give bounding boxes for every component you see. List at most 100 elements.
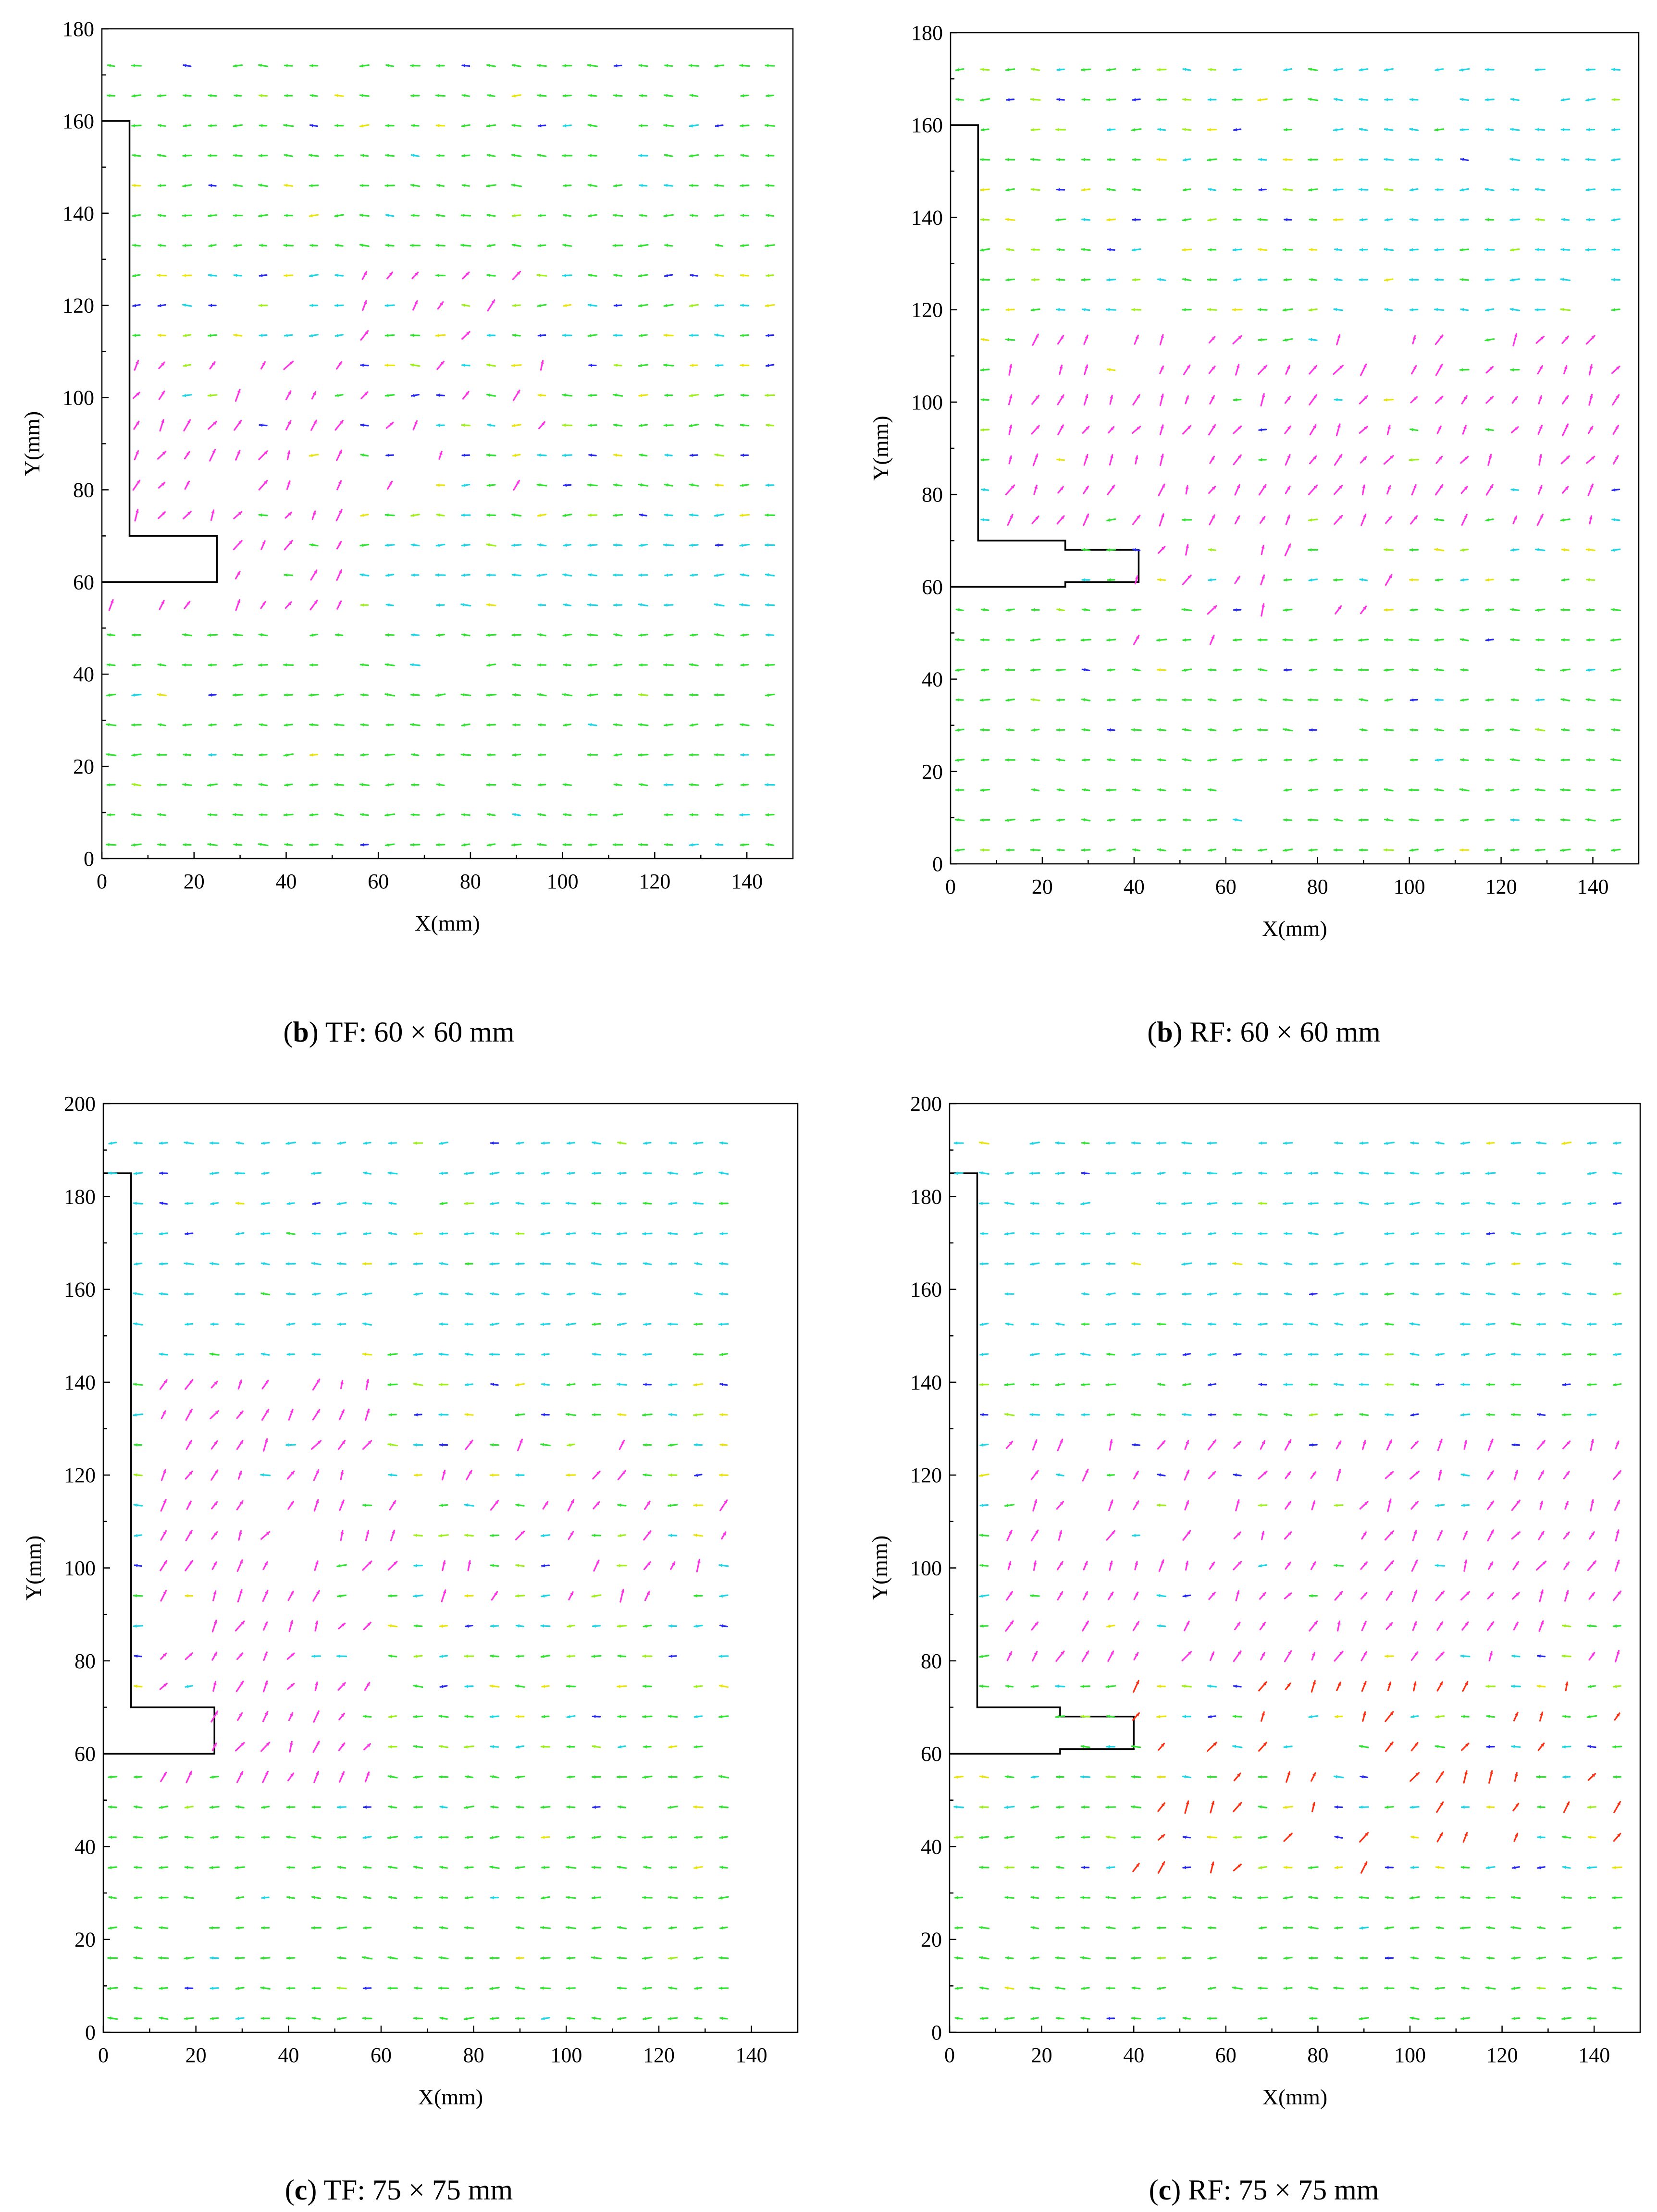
vector-arrowhead: [133, 273, 136, 278]
vector-arrowhead: [1510, 278, 1514, 282]
vector-arrowhead: [1185, 544, 1189, 548]
vector-arrowhead: [1363, 1562, 1367, 1566]
vector-arrowhead: [540, 360, 544, 364]
vector-arrowhead: [1234, 158, 1237, 161]
vector-arrowhead: [1435, 1745, 1439, 1748]
vector-arrowhead: [981, 848, 984, 852]
vector-arrowhead: [185, 1805, 188, 1809]
vector-arrowhead: [1160, 454, 1164, 458]
vector-arrowhead: [214, 1381, 218, 1385]
vector-arrowhead: [158, 94, 161, 98]
vector-arrowhead: [1561, 518, 1564, 522]
vector-arrowhead: [643, 1473, 647, 1477]
vector-arrowhead: [668, 1956, 672, 1960]
vector-arrowhead: [955, 758, 959, 762]
vector-arrowhead: [1208, 98, 1212, 101]
vector-arrowhead: [694, 1171, 697, 1175]
vector-arrowhead: [1284, 278, 1287, 282]
vector-arrowhead: [589, 363, 592, 367]
vector-arrowhead: [161, 482, 165, 486]
vector-arrowhead: [562, 423, 566, 427]
vector-arrowhead: [537, 483, 541, 487]
vector-arrowhead: [363, 1926, 367, 1930]
vector-arrowhead: [289, 1713, 293, 1717]
vector-arrowhead: [132, 94, 136, 98]
vector-arrowhead: [693, 1413, 697, 1417]
vector-arrowhead: [639, 483, 642, 487]
vector-arrowhead: [315, 1561, 319, 1565]
vector-arrowhead: [389, 1745, 392, 1749]
vector-arrowhead: [366, 1531, 370, 1534]
vector-arrowhead: [1258, 848, 1262, 852]
vector-arrowhead: [1031, 68, 1035, 72]
vector-arrowhead: [134, 1443, 137, 1447]
vector-arrowhead: [1082, 247, 1085, 252]
vector-arrowhead: [1460, 848, 1463, 852]
vector-arrowhead: [516, 1262, 519, 1266]
vector-arrowhead: [980, 1805, 983, 1809]
vector-arrowhead: [132, 723, 135, 727]
vector-arrowhead: [592, 1171, 595, 1175]
vector-arrowhead: [1612, 68, 1615, 72]
vector-arrowhead: [1211, 1562, 1214, 1566]
vector-arrowhead: [310, 663, 313, 667]
vector-arrowhead: [1460, 758, 1464, 762]
vector-arrowhead: [1106, 1895, 1110, 1899]
vector-arrowhead: [981, 218, 984, 221]
vector-arrowhead: [1565, 424, 1569, 428]
vector-arrowhead: [1157, 638, 1161, 642]
vector-arrowhead: [541, 422, 545, 426]
vector-arrowhead: [1157, 1926, 1161, 1930]
vector-arrowhead: [310, 123, 314, 127]
vector-arrowhead: [1157, 218, 1161, 221]
vector-arrowhead: [490, 1262, 494, 1266]
vector-arrowhead: [1410, 98, 1413, 101]
vector-arrowhead: [516, 1624, 519, 1628]
x-tick-label: 140: [1578, 2043, 1610, 2067]
vector-arrowhead: [464, 2017, 468, 2021]
vector-arrowhead: [588, 633, 591, 637]
vector-arrowhead: [106, 843, 110, 847]
vector-arrowhead: [385, 154, 389, 158]
vector-arrowhead: [189, 1409, 192, 1413]
x-tick-label: 40: [278, 2043, 299, 2067]
vector-arrowhead: [159, 1866, 162, 1869]
vector-arrowhead: [1385, 68, 1388, 72]
vector-arrowhead: [516, 1956, 519, 1960]
vector-arrowhead: [1106, 1805, 1109, 1809]
vector-arrowhead: [1512, 1956, 1515, 1960]
vector-arrowhead: [1161, 1803, 1165, 1806]
x-tick-label: 0: [945, 875, 956, 898]
vector-arrowhead: [1308, 698, 1311, 702]
vector-arrowhead: [1514, 1833, 1518, 1837]
vector-arrowhead: [109, 1141, 112, 1145]
vector-arrowhead: [593, 1715, 596, 1719]
vector-arrowhead: [1611, 848, 1615, 852]
vector-arrowhead: [618, 1805, 621, 1809]
vector-arrowhead: [513, 723, 516, 727]
vector-arrowhead: [439, 1745, 443, 1748]
vector-arrowhead: [237, 390, 241, 393]
vector-arrowhead: [1309, 1715, 1312, 1719]
vector-arrowhead: [588, 123, 592, 127]
vector-arrowhead: [239, 1560, 243, 1564]
vector-arrowhead: [592, 1956, 595, 1960]
vector-arrowhead: [234, 124, 237, 128]
vector-arrowhead: [360, 124, 364, 128]
vector-arrowhead: [213, 1743, 217, 1747]
vector-arrowhead: [1208, 1684, 1211, 1688]
vector-arrowhead: [436, 333, 439, 337]
vector-arrowhead: [364, 1232, 367, 1236]
vector-arrowhead: [465, 1986, 469, 1990]
vector-arrowhead: [639, 783, 643, 786]
vector-arrowhead: [134, 1775, 137, 1779]
vector-arrowhead: [567, 1232, 570, 1236]
vector-arrowhead: [1485, 308, 1489, 312]
vector-arrowhead: [588, 843, 592, 847]
vector-arrowhead: [588, 214, 592, 218]
vector-arrowhead: [363, 1503, 366, 1507]
y-tick-label: 100: [910, 1557, 942, 1580]
vector-arrowhead: [1031, 1866, 1035, 1869]
vector-arrowhead: [1360, 2016, 1363, 2021]
vector-arrowhead: [1060, 425, 1063, 429]
